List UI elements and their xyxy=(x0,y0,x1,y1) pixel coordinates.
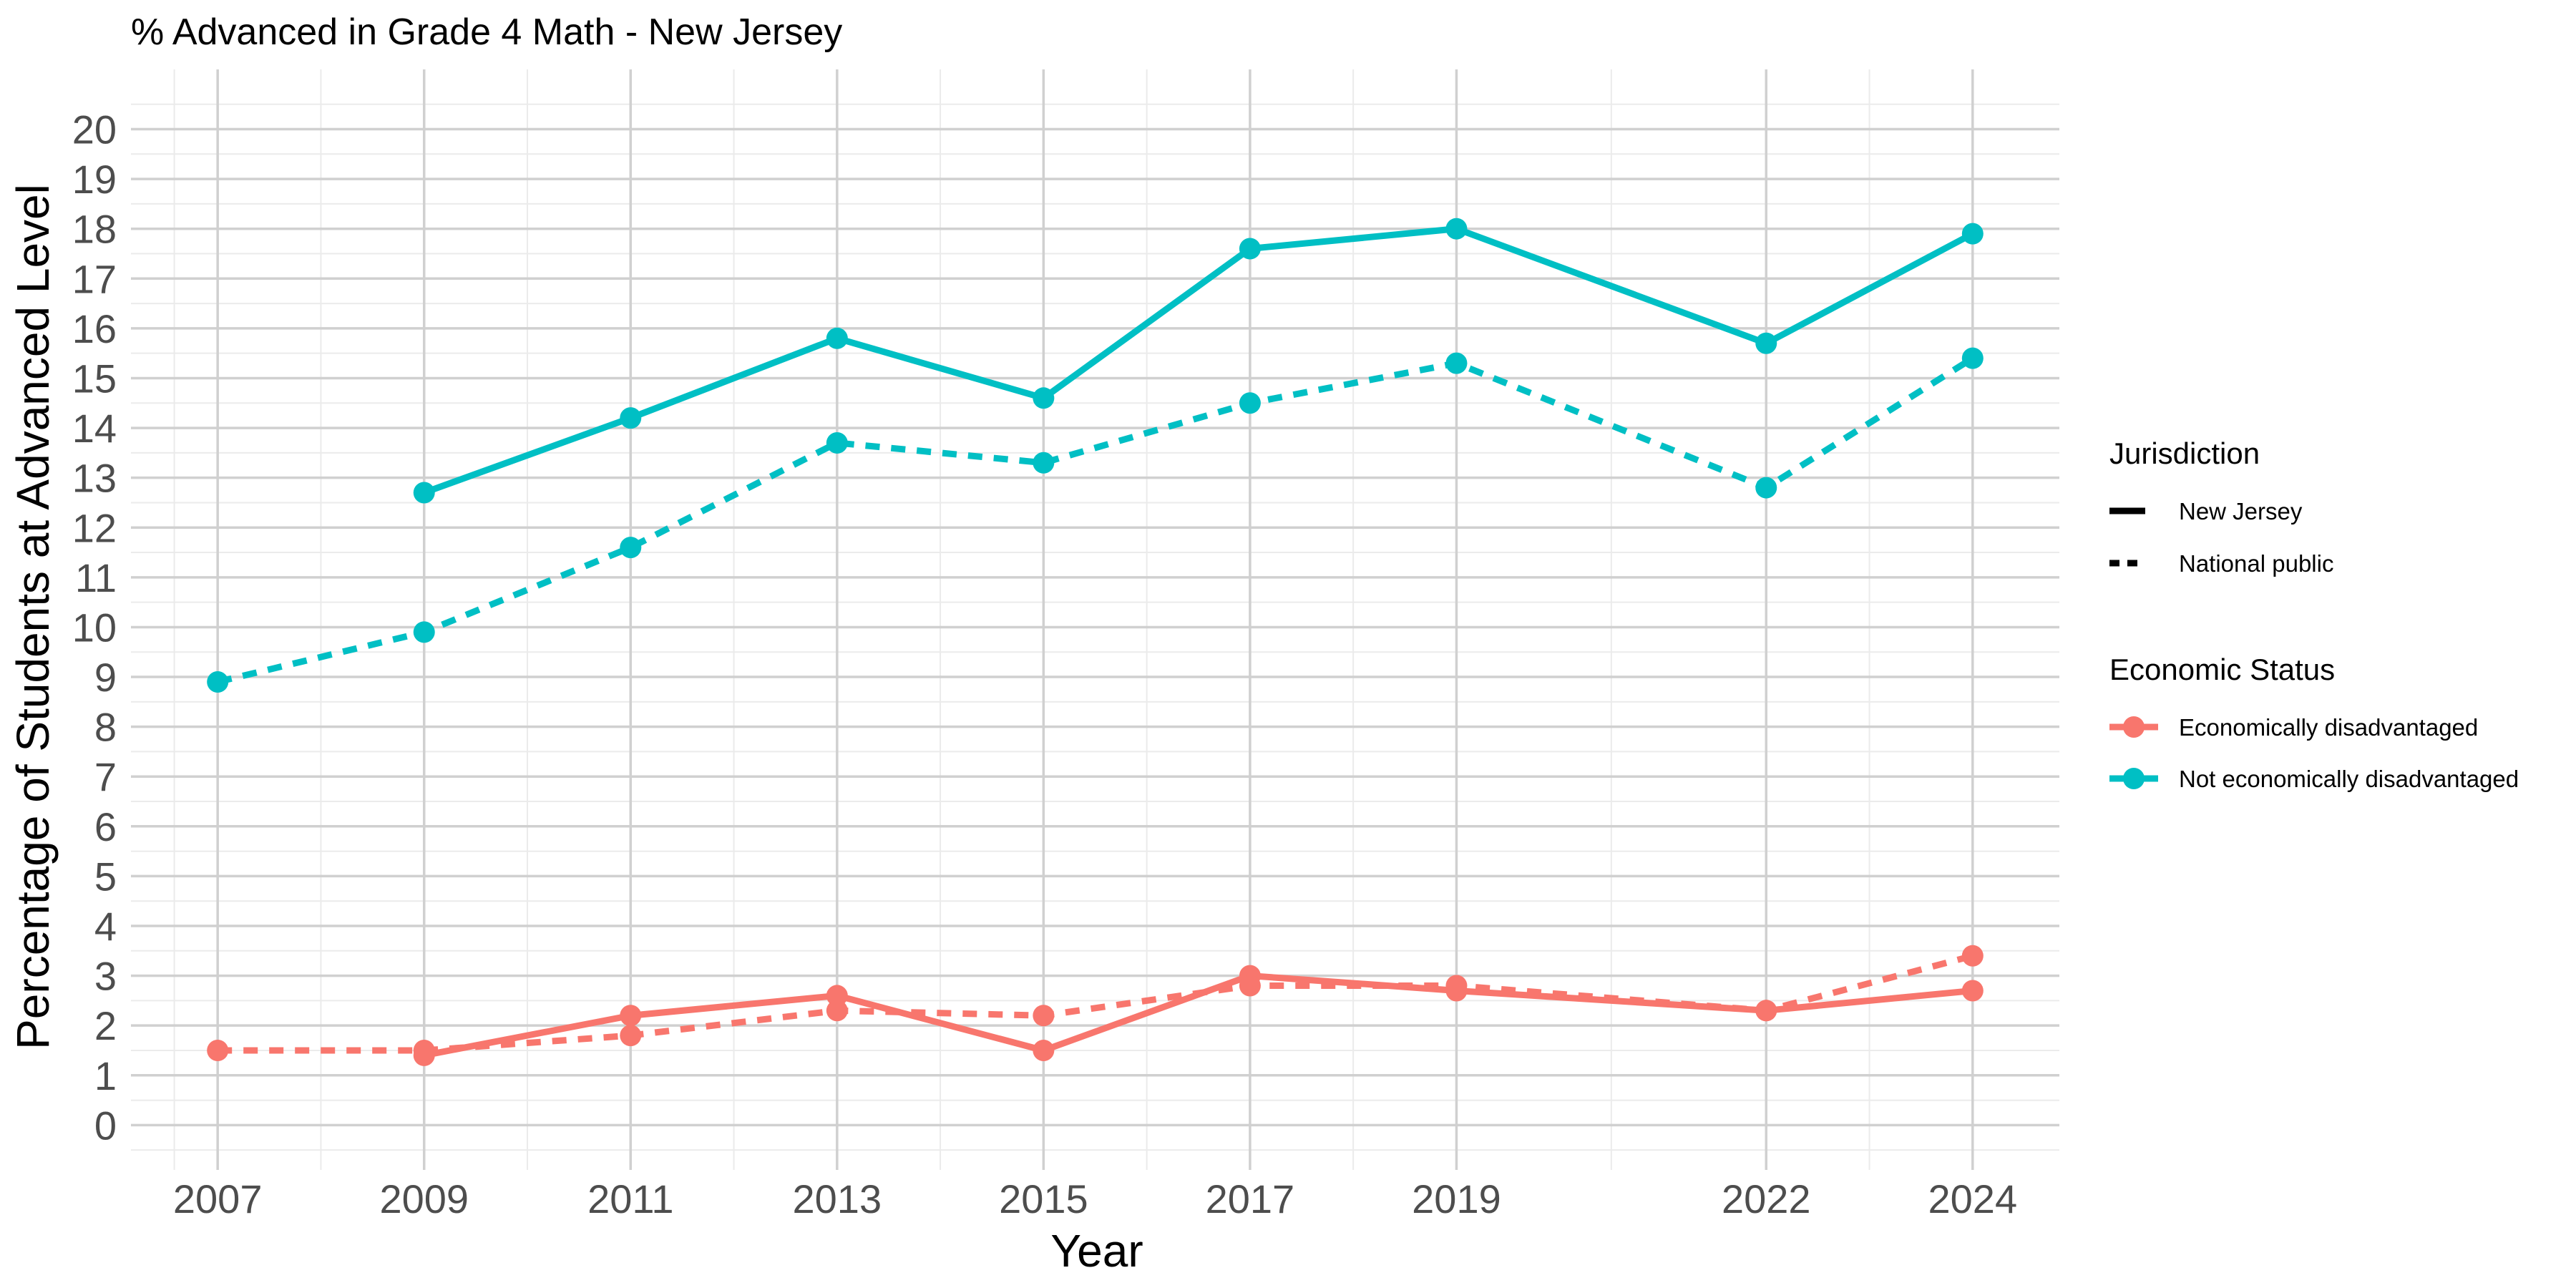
data-point xyxy=(1033,1039,1055,1061)
data-point xyxy=(207,1039,229,1061)
y-tick-label: 8 xyxy=(94,705,117,750)
data-point xyxy=(207,670,229,693)
y-tick-label: 10 xyxy=(72,605,117,650)
legend-label: Economically disadvantaged xyxy=(2179,714,2478,741)
x-tick-labels: 2007 2009 2011 2013 2015 2017 2019 2022 2024 xyxy=(173,1176,2017,1221)
data-point xyxy=(1961,980,1984,1002)
y-tick-label: 19 xyxy=(72,157,117,202)
data-point xyxy=(1755,1000,1777,1022)
legend-title-economic-status: Economic Status xyxy=(2109,653,2335,686)
legend-label: Not economically disadvantaged xyxy=(2179,766,2519,792)
x-tick-label: 2022 xyxy=(1722,1176,1811,1221)
data-point xyxy=(620,1005,642,1027)
y-tick-label: 1 xyxy=(94,1053,117,1098)
y-tick-label: 17 xyxy=(72,256,117,301)
x-tick-label: 2024 xyxy=(1928,1176,2018,1221)
legend-label: New Jersey xyxy=(2179,498,2303,525)
legend-key-point xyxy=(2123,716,2145,738)
series-line xyxy=(423,225,1974,496)
y-tick-label: 11 xyxy=(75,555,117,600)
y-tick-label: 0 xyxy=(94,1103,117,1148)
data-point xyxy=(1239,392,1261,414)
data-point xyxy=(1239,238,1261,260)
data-point xyxy=(1961,347,1984,369)
data-point xyxy=(826,1000,848,1022)
data-point xyxy=(413,1039,435,1061)
data-point xyxy=(1755,477,1777,499)
grid-lines xyxy=(131,69,2059,1170)
data-point xyxy=(1755,332,1777,354)
data-point xyxy=(1239,975,1261,997)
x-tick-label: 2011 xyxy=(587,1176,673,1221)
y-tick-label: 15 xyxy=(72,356,117,401)
data-point xyxy=(413,621,435,643)
data-point xyxy=(826,327,848,349)
y-tick-label: 14 xyxy=(72,406,117,451)
y-tick-label: 9 xyxy=(94,655,117,700)
x-tick-label: 2017 xyxy=(1206,1176,1295,1221)
y-tick-label: 18 xyxy=(72,207,117,252)
data-point xyxy=(1961,945,1984,967)
data-point xyxy=(413,482,435,504)
series-line xyxy=(217,355,1975,686)
data-point xyxy=(1033,452,1055,474)
y-tick-label: 13 xyxy=(72,456,117,501)
legend: Jurisdiction New Jersey National public Eco… xyxy=(2109,436,2519,792)
legend-label: National public xyxy=(2179,550,2333,577)
y-axis-title: Percentage of Students at Advanced Level xyxy=(7,184,59,1050)
y-tick-label: 3 xyxy=(94,954,117,999)
x-tick-label: 2009 xyxy=(379,1176,469,1221)
y-tick-label: 6 xyxy=(94,804,117,849)
data-point xyxy=(826,431,848,454)
data-point xyxy=(620,537,642,559)
y-tick-label: 12 xyxy=(72,505,117,550)
y-tick-label: 4 xyxy=(94,904,117,949)
series-points xyxy=(207,218,1984,1066)
data-point xyxy=(620,407,642,429)
data-point xyxy=(1445,975,1468,997)
data-point xyxy=(1961,223,1984,245)
y-tick-label: 7 xyxy=(94,754,117,799)
data-point xyxy=(1445,218,1468,240)
chart-title: % Advanced in Grade 4 Math - New Jersey xyxy=(131,11,842,53)
data-point xyxy=(1033,387,1055,409)
legend-key-point xyxy=(2123,768,2145,789)
y-tick-label: 16 xyxy=(72,306,117,351)
data-point xyxy=(1445,352,1468,374)
y-tick-label: 20 xyxy=(72,107,117,152)
x-tick-label: 2019 xyxy=(1412,1176,1501,1221)
y-tick-label: 5 xyxy=(94,854,117,899)
legend-title-jurisdiction: Jurisdiction xyxy=(2109,436,2260,470)
data-point xyxy=(826,985,848,1007)
x-tick-label: 2015 xyxy=(999,1176,1088,1221)
y-tick-label: 2 xyxy=(94,1003,117,1048)
x-tick-label: 2013 xyxy=(793,1176,882,1221)
x-tick-label: 2007 xyxy=(173,1176,263,1221)
x-axis-title: Year xyxy=(1050,1225,1143,1277)
data-point xyxy=(1033,1005,1055,1027)
data-point xyxy=(620,1025,642,1047)
